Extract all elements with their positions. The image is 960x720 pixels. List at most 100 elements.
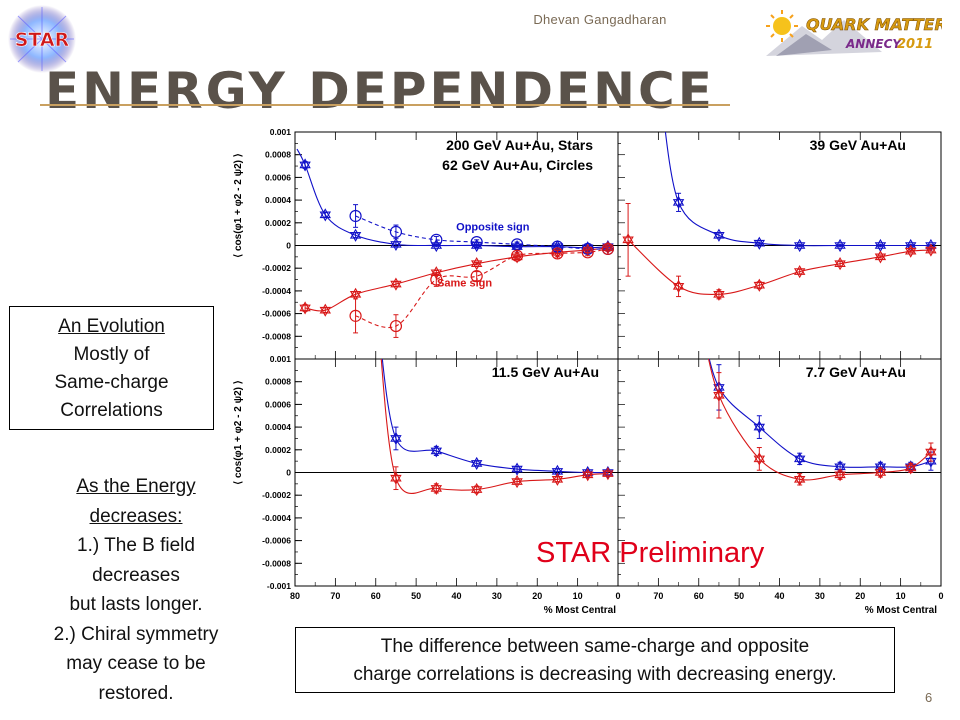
opposite-sign-point [389,225,403,238]
energy-note-line: but lasts longer. [69,594,203,615]
same-sign-point [905,461,917,475]
opposite-sign-point [319,208,331,222]
quark-matter-logo: QUARK MATTER ANNECY 2011 [762,6,947,69]
conclusion-box: The difference between same-charge and o… [295,627,895,693]
opposite-sign-point [299,158,311,172]
y-tick-label: -0.001 [267,581,291,591]
same-sign-point [601,242,615,256]
x-tick-label: 0 [938,591,943,601]
opposite-sign-point [793,452,806,466]
series-annotation: Same sign [437,277,492,289]
x-tick-label: 40 [451,591,461,601]
y-tick-label: 0.0004 [265,195,291,205]
page-number: 6 [925,690,933,705]
same-sign-point [753,278,766,292]
y-tick-label: 0.0002 [265,445,291,455]
y-tick-label: 0.0008 [265,377,291,387]
x-tick-label: 30 [815,591,825,601]
y-tick-label: -0.0002 [262,490,291,500]
same-sign-point [753,452,766,466]
y-tick-label: 0.0008 [265,150,291,160]
evolution-line: Correlations [60,400,163,421]
opposite-sign-point [834,238,846,253]
opposite-sign-point [349,209,362,223]
opposite-sign-point [511,462,523,476]
x-tick-label: 20 [532,591,542,601]
same-sign-point [551,472,564,486]
evolution-box: An Evolution Mostly of Same-charge Corre… [9,306,214,430]
correlation-chart: 0.001 0.0008 0.0006 0.0004 0.0002 0 -0.0002 -0.… [225,118,950,623]
y-axis-label: ⟨ cos(φ1 + φ2 - 2 ψ2) ⟩ [233,153,244,257]
energy-note-heading: As the Energy [76,476,196,497]
star-logo-text: STAR [15,29,70,51]
conclusion-line: The difference between same-charge and o… [380,636,810,657]
same-sign-point [622,233,634,247]
opposite-sign-point [349,228,362,242]
y-tick-label: -0.0004 [262,286,291,296]
same-sign-curve [380,359,608,494]
correlation-chart-svg: 0.001 0.0008 0.0006 0.0004 0.0002 0 -0.0002 -0.… [233,127,944,616]
opposite-sign-point [672,195,685,209]
y-tick-label: 0 [286,241,291,251]
opposite-sign-point [753,236,766,250]
energy-note-line: restored. [98,682,174,704]
x-tick-label: 10 [896,591,906,601]
panel-label: 39 GeV Au+Au [810,137,906,153]
slide-title: ENERGY DEPENDENCE [45,62,715,120]
x-tick-label: 80 [290,591,300,601]
y-tick-label: 0.001 [270,354,292,364]
same-sign-point [874,465,887,480]
opposite-sign-curve [708,359,932,468]
same-sign-point [713,287,725,301]
same-sign-point [905,244,917,258]
series-annotation: Opposite sign [456,222,530,234]
energy-note-line: decreases [92,564,180,586]
same-sign-curve [304,247,608,312]
y-tick-label: 0.0006 [265,399,291,409]
x-tick-label: 60 [371,591,381,601]
y-tick-label: 0 [286,468,291,478]
same-sign-point [925,445,937,459]
x-axis-label: % Most Central [865,605,937,616]
conf-logo-line2: ANNECY [845,37,902,51]
opposite-sign-point [430,233,443,246]
opposite-sign-point [390,237,402,251]
x-tick-label: 0 [615,591,620,601]
title-underline [40,104,730,106]
star-logo: STAR [4,4,80,79]
y-axis-label: ⟨ cos(φ1 + φ2 - 2 ψ2) ⟩ [233,380,244,484]
energy-note: As the Energy decreases: 1.) The B field… [18,472,254,708]
same-sign-point [319,303,331,317]
same-sign-point [349,309,362,322]
author-name: Dhevan Gangadharan [533,12,667,27]
same-sign-point [510,249,524,262]
y-tick-label: 0.0002 [265,218,291,228]
evolution-line: Mostly of [73,344,150,365]
same-sign-point [430,481,443,495]
y-tick-label: 0.0006 [265,172,291,182]
same-sign-curve [708,359,932,481]
y-tick-label: -0.0006 [262,309,291,319]
x-tick-label: 60 [694,591,704,601]
same-sign-point [299,301,311,315]
conf-logo-year: 2011 [897,37,933,52]
same-sign-point [389,319,403,333]
y-tick-label: 0.0004 [265,422,291,432]
same-sign-point [582,468,594,482]
same-sign-point [793,472,806,486]
same-sign-point [672,279,685,293]
energy-note-line: 2.) Chiral symmetry [53,623,219,645]
same-sign-point [793,265,806,279]
y-tick-label: -0.0008 [262,331,291,341]
x-tick-label: 70 [653,591,663,601]
x-tick-label: 50 [734,591,744,601]
y-tick-label: -0.0004 [262,513,291,523]
opposite-sign-curve [381,359,608,474]
same-sign-point [551,247,564,260]
same-sign-point [470,482,483,497]
conf-logo-line1: QUARK MATTER [806,15,942,34]
opposite-sign-point [874,238,887,253]
energy-note-line: 1.) The B field [77,535,195,556]
same-sign-curve [355,248,608,329]
evolution-heading: An Evolution [58,316,165,337]
